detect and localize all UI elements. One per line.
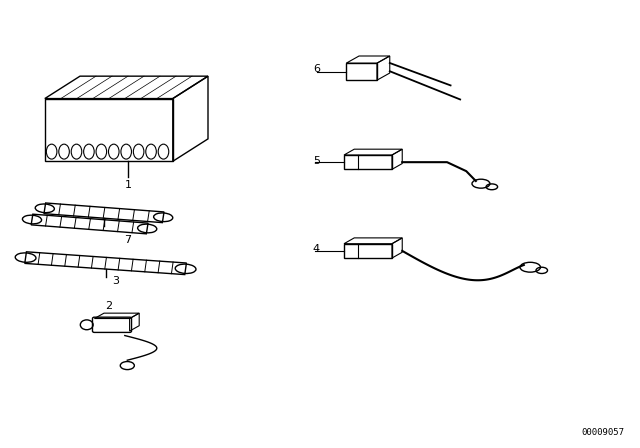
Text: 4: 4 [313,244,320,254]
Ellipse shape [146,144,156,159]
Ellipse shape [121,144,131,159]
Ellipse shape [96,144,107,159]
Ellipse shape [133,144,144,159]
Text: 5: 5 [313,156,320,166]
Text: 7: 7 [124,235,132,245]
Ellipse shape [84,144,94,159]
Text: 6: 6 [313,65,320,74]
Text: 3: 3 [112,276,118,285]
Ellipse shape [46,144,57,159]
Text: 1: 1 [125,180,131,190]
Ellipse shape [71,144,82,159]
Ellipse shape [109,144,119,159]
Ellipse shape [158,144,169,159]
Text: 00009057: 00009057 [581,428,624,437]
Text: 2: 2 [105,302,113,311]
Ellipse shape [59,144,69,159]
